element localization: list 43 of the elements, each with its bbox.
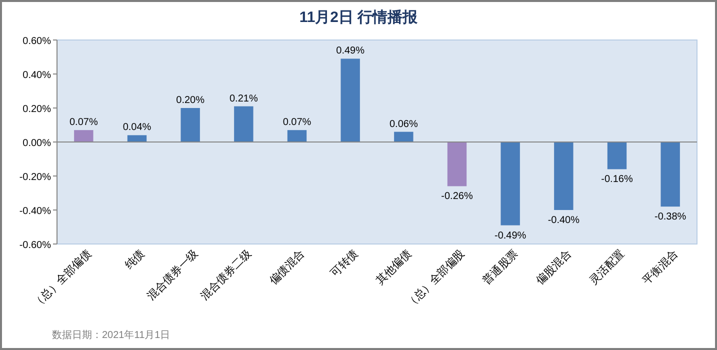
data-label: -0.40% xyxy=(548,215,580,226)
y-tick-label: 0.00% xyxy=(22,138,52,149)
y-tick-label: -0.40% xyxy=(19,206,52,217)
data-label: 0.04% xyxy=(122,122,152,134)
data-label: -0.26% xyxy=(441,191,473,202)
data-label: 0.07% xyxy=(282,117,312,128)
x-tick-label: 其他偏债 xyxy=(373,246,414,288)
y-tick-label: 0.60% xyxy=(22,36,52,47)
bar xyxy=(180,108,200,142)
x-tick-label: 普通股票 xyxy=(480,246,520,288)
x-tick-label: 偏股混合 xyxy=(533,246,574,288)
text: 数据日期：2021年11月1日 xyxy=(52,329,170,341)
bar xyxy=(234,106,254,142)
data-label: 0.49% xyxy=(336,46,365,57)
bar xyxy=(127,135,147,142)
x-tick-label: 纯债 xyxy=(123,248,148,272)
bar xyxy=(607,142,627,170)
bar xyxy=(287,130,307,142)
y-tick-label: 0.40% xyxy=(22,70,52,81)
bar xyxy=(74,130,94,142)
y-tick-label: 0.20% xyxy=(22,104,52,115)
data-label: -0.38% xyxy=(654,212,686,223)
x-tick-label: 灵活配置 xyxy=(588,248,628,288)
bar xyxy=(340,58,360,142)
bar xyxy=(394,132,414,142)
data-label: 0.20% xyxy=(176,95,205,106)
chart-title: 11月2日 行情播报 xyxy=(299,9,419,26)
y-tick-label: -0.20% xyxy=(19,172,52,183)
bar xyxy=(447,142,467,186)
x-tick-label: 混合债券二级 xyxy=(198,246,254,303)
x-tick-label: 可转债 xyxy=(328,248,360,280)
y-tick-label: -0.60% xyxy=(19,240,52,251)
data-label: 0.06% xyxy=(389,118,418,130)
data-label: 0.21% xyxy=(229,93,258,104)
bar xyxy=(554,142,574,210)
x-tick-label: 偏债混合 xyxy=(266,246,308,288)
x-tick-label: 平衡混合 xyxy=(640,246,680,288)
bar xyxy=(500,142,520,226)
data-label: -0.16% xyxy=(601,174,633,186)
data-label: 0.07% xyxy=(69,117,98,128)
x-tick-label: 混合债券一级 xyxy=(144,246,200,303)
bar xyxy=(660,142,680,207)
data-label: -0.49% xyxy=(494,230,526,242)
